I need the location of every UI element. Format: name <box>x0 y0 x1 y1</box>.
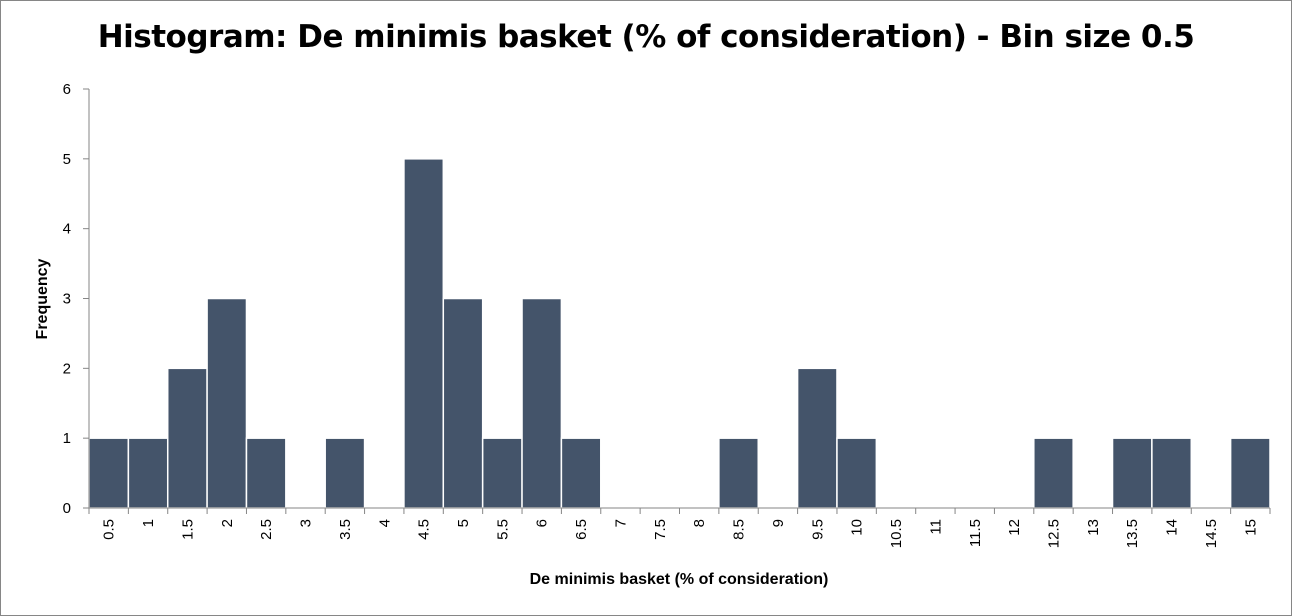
x-tick-label: 11.5 <box>967 519 984 547</box>
histogram-bar-9-5 <box>796 367 838 509</box>
x-tick-label: 8.5 <box>731 519 748 540</box>
x-tick-label: 5 <box>455 519 472 527</box>
x-tick-label: 1.5 <box>179 519 196 540</box>
x-tick-label: 6 <box>534 519 551 527</box>
histogram-bar-2-5 <box>245 437 287 509</box>
x-tick-label: 3 <box>298 519 315 527</box>
y-tick-label: 4 <box>63 221 71 238</box>
x-tick-label: 9.5 <box>809 519 826 540</box>
histogram-bar-4-5 <box>403 158 445 509</box>
y-axis-label: Frequency <box>34 258 51 339</box>
y-tick-label: 0 <box>63 500 71 517</box>
histogram-bar-1 <box>127 437 169 509</box>
x-tick-label: 5.5 <box>494 519 511 540</box>
x-tick-label: 2 <box>219 519 236 527</box>
y-tick-label: 5 <box>63 151 71 168</box>
x-tick-label: 15 <box>1242 519 1259 536</box>
x-tick-label: 4.5 <box>416 519 433 540</box>
y-tick-label: 1 <box>63 430 71 447</box>
x-tick-label: 14.5 <box>1203 519 1220 548</box>
x-tick-label: 11 <box>927 519 944 535</box>
x-tick-label: 10.5 <box>888 519 905 548</box>
histogram-bar-5 <box>442 297 484 509</box>
axes-layer <box>83 88 1271 514</box>
y-tick-label: 2 <box>63 360 71 377</box>
histogram-bar-5-5 <box>481 437 523 509</box>
bars-layer <box>88 158 1271 509</box>
histogram-bar-1-5 <box>166 367 208 509</box>
histogram-bar-10 <box>836 437 878 509</box>
histogram-bar-0-5 <box>88 437 130 509</box>
x-axis-label: De minimis basket (% of consideration) <box>530 571 829 588</box>
x-tick-label: 2.5 <box>258 519 275 540</box>
x-tick-label: 9 <box>770 519 787 527</box>
x-tick-label: 3.5 <box>337 519 354 540</box>
x-tick-label: 12 <box>1006 519 1023 536</box>
histogram-bar-6 <box>521 297 563 509</box>
x-tick-label: 7 <box>612 519 629 527</box>
histogram-bar-8-5 <box>718 437 759 509</box>
histogram-bar-15 <box>1229 437 1271 509</box>
y-tick-label: 6 <box>63 81 71 98</box>
chart-title: Histogram: De minimis basket (% of consi… <box>97 19 1195 55</box>
x-tick-label: 13 <box>1085 519 1102 536</box>
histogram-bar-14 <box>1151 437 1193 509</box>
histogram-bar-6-5 <box>560 437 602 509</box>
histogram-bar-2 <box>206 297 248 509</box>
x-tick-label: 7.5 <box>652 519 669 540</box>
histogram-bar-12-5 <box>1033 437 1074 509</box>
x-tick-label: 12.5 <box>1045 519 1062 548</box>
x-tick-label: 14 <box>1164 519 1181 536</box>
histogram-bar-3-5 <box>324 437 366 509</box>
x-tick-label: 4 <box>376 519 393 527</box>
x-tick-label: 10 <box>849 519 866 536</box>
x-tick-label: 13.5 <box>1124 519 1141 548</box>
y-tick-label: 3 <box>63 291 71 308</box>
x-tick-label: 0.5 <box>101 519 118 540</box>
x-tick-label: 1 <box>140 519 157 527</box>
x-tick-label: 8 <box>691 519 708 527</box>
x-tick-label: 6.5 <box>573 519 590 540</box>
histogram-bar-13-5 <box>1111 437 1153 509</box>
